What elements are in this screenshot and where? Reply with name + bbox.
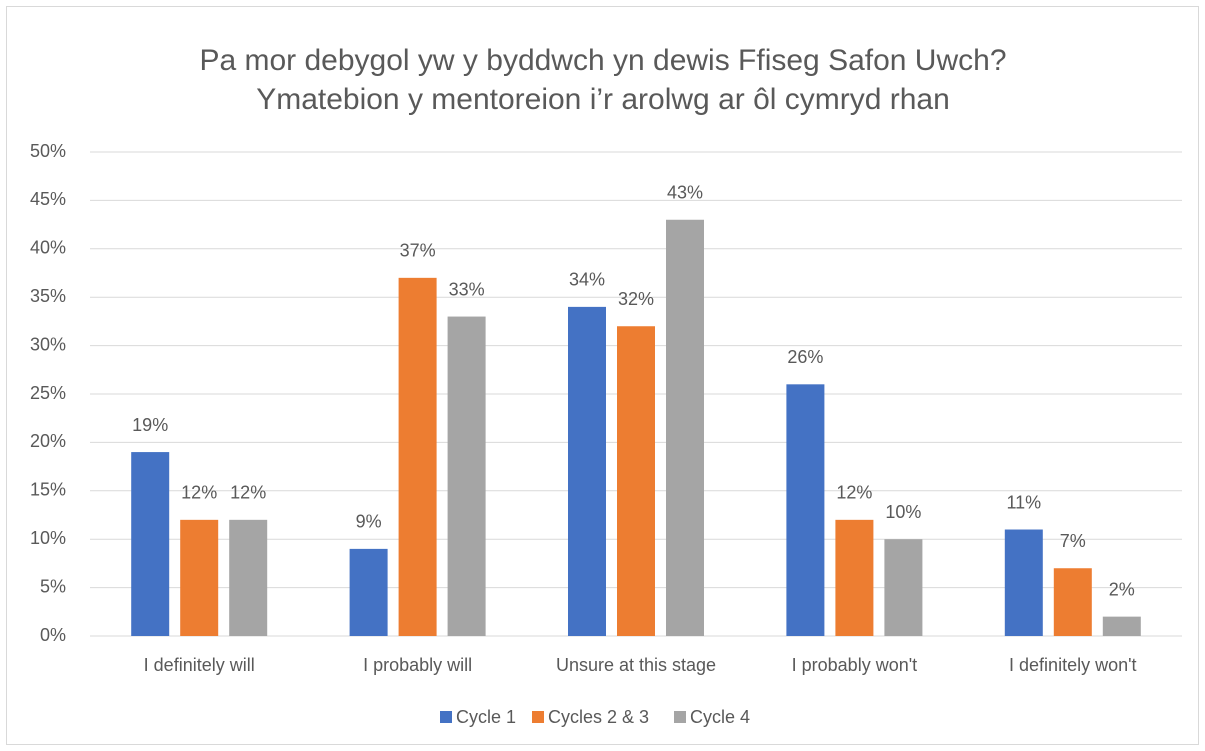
bar [835,519,874,636]
legend-label: Cycle 4 [690,707,750,727]
data-label: 37% [400,241,436,261]
y-tick-label: 45% [30,189,66,209]
data-label: 11% [1006,492,1041,512]
legend-swatch [674,711,686,723]
y-tick-label: 15% [30,480,66,500]
bar [447,316,486,636]
bar [1053,568,1092,636]
chart-title: Pa mor debygol yw y byddwch yn dewis Ffi… [199,44,1006,77]
x-tick-label: I probably won't [792,655,918,675]
legend-label: Cycles 2 & 3 [548,707,649,727]
bar [180,519,219,636]
bar [568,306,606,636]
data-label: 19% [132,415,168,435]
data-label: 9% [356,512,382,532]
x-tick-label: I probably will [363,655,472,675]
bar [786,384,825,636]
data-label: 33% [449,279,485,299]
bar [229,519,268,636]
y-tick-label: 30% [30,334,66,354]
data-label: 7% [1060,531,1086,551]
x-tick-label: I definitely won't [1009,655,1137,675]
data-label: 32% [618,289,654,309]
x-tick-label: I definitely will [144,655,255,675]
y-tick-label: 40% [30,238,66,258]
bar [398,277,437,636]
bar [1004,529,1043,636]
data-label: 26% [787,347,823,367]
y-tick-label: 20% [30,431,66,451]
data-label: 2% [1109,579,1135,599]
data-label: 43% [667,183,703,203]
bar [1102,616,1141,636]
data-label: 12% [836,483,872,503]
bar [349,548,388,636]
y-tick-label: 5% [40,576,66,596]
bar [617,326,655,636]
data-label: 10% [885,502,921,522]
data-label: 34% [569,270,605,290]
legend-swatch [440,711,452,723]
y-tick-label: 25% [30,383,66,403]
y-tick-label: 10% [30,528,66,548]
bar [131,452,170,636]
legend-label: Cycle 1 [456,707,516,727]
y-tick-label: 0% [40,625,66,645]
y-tick-label: 50% [30,141,66,161]
chart-title: Ymatebion y mentoreion i’r arolwg ar ôl … [256,83,950,116]
bar [884,539,923,636]
x-tick-label: Unsure at this stage [556,655,716,675]
legend-swatch [532,711,544,723]
data-label: 12% [181,483,217,503]
y-tick-label: 35% [30,286,66,306]
bar [666,219,704,636]
data-label: 12% [230,483,266,503]
